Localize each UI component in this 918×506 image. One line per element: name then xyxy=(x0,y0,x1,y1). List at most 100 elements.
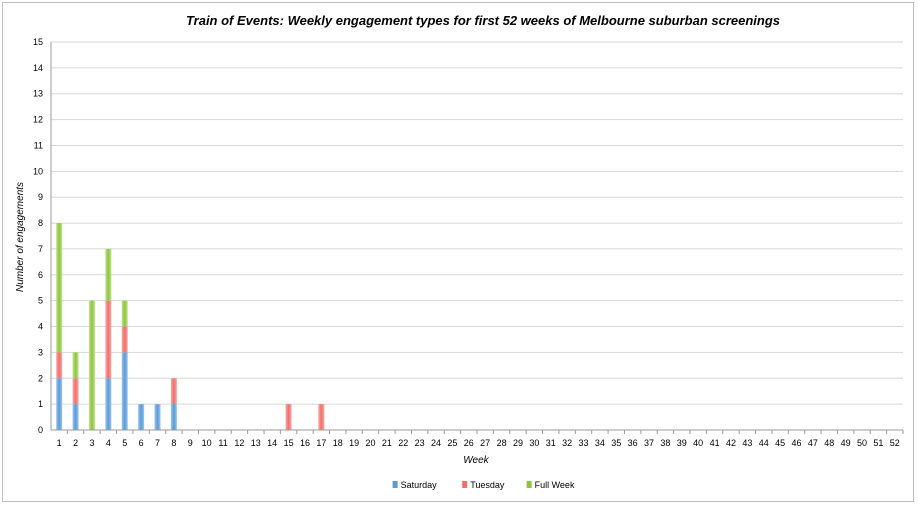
legend-label: Saturday xyxy=(401,480,438,490)
x-tick-label: 24 xyxy=(431,438,441,448)
x-tick-label: 51 xyxy=(873,438,883,448)
x-tick-label: 37 xyxy=(644,438,654,448)
chart: Train of Events: Weekly engagement types… xyxy=(15,13,904,490)
x-tick-label: 21 xyxy=(382,438,392,448)
x-tick-label: 41 xyxy=(710,438,720,448)
legend-label: Full Week xyxy=(535,480,575,490)
y-tick-label: 15 xyxy=(33,37,43,47)
x-tick-label: 12 xyxy=(234,438,244,448)
y-tick-label: 3 xyxy=(38,347,43,357)
y-tick-label: 11 xyxy=(34,140,43,150)
x-tick-label: 36 xyxy=(628,438,638,448)
x-tick-label: 52 xyxy=(890,438,900,448)
bar-saturday-week-7 xyxy=(154,404,161,430)
x-tick-label: 28 xyxy=(497,438,507,448)
bar-tuesday-week-5 xyxy=(121,326,128,353)
legend-item-saturday: Saturday xyxy=(392,480,438,490)
x-tick-label: 4 xyxy=(106,438,111,448)
x-tick-label: 10 xyxy=(202,438,212,448)
y-tick-label: 7 xyxy=(38,244,43,254)
y-tick-label: 4 xyxy=(38,322,43,332)
x-tick-label: 11 xyxy=(218,438,227,448)
y-tick-label: 6 xyxy=(38,270,43,280)
bar-full-week-week-5 xyxy=(121,300,128,327)
x-tick-label: 18 xyxy=(333,438,343,448)
x-tick-label: 6 xyxy=(139,438,144,448)
x-tick-label: 34 xyxy=(595,438,605,448)
x-tick-label: 30 xyxy=(529,438,539,448)
bar-tuesday-week-1 xyxy=(56,352,63,379)
x-tick-label: 1 xyxy=(57,438,62,448)
x-tick-label: 38 xyxy=(660,438,670,448)
y-tick-label: 13 xyxy=(33,89,43,99)
y-tick-label: 14 xyxy=(33,63,43,73)
legend-swatch xyxy=(392,481,398,488)
bar-full-week-week-3 xyxy=(88,300,95,430)
bar-saturday-week-2 xyxy=(72,404,79,430)
x-tick-label: 29 xyxy=(513,438,523,448)
legend-item-tuesday: Tuesday xyxy=(462,480,505,490)
bar-saturday-week-4 xyxy=(105,378,112,430)
x-tick-label: 14 xyxy=(267,438,277,448)
bar-full-week-week-2 xyxy=(72,352,79,379)
x-tick-label: 43 xyxy=(742,438,752,448)
x-tick-label: 8 xyxy=(171,438,176,448)
bar-tuesday-week-4 xyxy=(105,300,112,379)
y-tick-label: 0 xyxy=(38,425,43,435)
bar-saturday-week-8 xyxy=(170,404,177,430)
axes xyxy=(50,42,904,434)
bar-tuesday-week-8 xyxy=(170,378,177,405)
y-tick-label: 2 xyxy=(38,373,43,383)
y-tick-label: 9 xyxy=(38,192,43,202)
x-tick-label: 27 xyxy=(480,438,490,448)
x-tick-label: 5 xyxy=(122,438,127,448)
legend: Saturday Tuesday Full Week xyxy=(392,480,575,490)
x-tick-label: 33 xyxy=(578,438,588,448)
x-tick-label: 45 xyxy=(775,438,785,448)
bar-saturday-week-1 xyxy=(56,378,63,430)
bars xyxy=(56,223,325,430)
x-tick-label: 32 xyxy=(562,438,572,448)
x-tick-label: 25 xyxy=(447,438,457,448)
y-tick-label: 10 xyxy=(33,166,43,176)
gridlines xyxy=(51,41,903,405)
x-tick-label: 19 xyxy=(349,438,359,448)
x-tick-label: 15 xyxy=(284,438,294,448)
x-tick-label: 50 xyxy=(857,438,867,448)
x-tick-label: 39 xyxy=(677,438,687,448)
x-tick-label: 3 xyxy=(89,438,94,448)
chart-title: Train of Events: Weekly engagement types… xyxy=(186,13,780,28)
bar-tuesday-week-15 xyxy=(285,404,292,430)
bar-saturday-week-5 xyxy=(121,352,128,430)
bar-full-week-week-4 xyxy=(105,248,112,301)
y-tick-label: 5 xyxy=(38,296,43,306)
x-tick-label: 31 xyxy=(546,438,556,448)
bar-full-week-week-1 xyxy=(56,223,63,353)
legend-swatch xyxy=(526,481,532,488)
x-tick-label: 44 xyxy=(759,438,769,448)
legend-swatch xyxy=(462,481,468,488)
x-tick-label: 47 xyxy=(808,438,818,448)
bar-saturday-week-6 xyxy=(138,404,145,430)
x-tick-label: 7 xyxy=(155,438,160,448)
x-tick-label: 26 xyxy=(464,438,474,448)
legend-item-full-week: Full Week xyxy=(526,480,575,490)
x-tick-label: 22 xyxy=(398,438,408,448)
legend-label: Tuesday xyxy=(470,480,505,490)
x-tick-label: 9 xyxy=(188,438,193,448)
y-tick-label: 8 xyxy=(38,218,43,228)
x-tick-label: 17 xyxy=(316,438,326,448)
x-tick-label: 16 xyxy=(300,438,310,448)
x-tick-label: 23 xyxy=(415,438,425,448)
x-tick-label: 20 xyxy=(365,438,375,448)
x-tick-label: 35 xyxy=(611,438,621,448)
y-tick-label: 12 xyxy=(33,115,43,125)
x-tick-label: 46 xyxy=(791,438,801,448)
bar-tuesday-week-2 xyxy=(72,378,79,405)
y-axis-label: Number of engagements xyxy=(15,182,26,292)
x-tick-label: 42 xyxy=(726,438,736,448)
x-tick-label: 13 xyxy=(251,438,261,448)
x-tick-label: 48 xyxy=(824,438,834,448)
